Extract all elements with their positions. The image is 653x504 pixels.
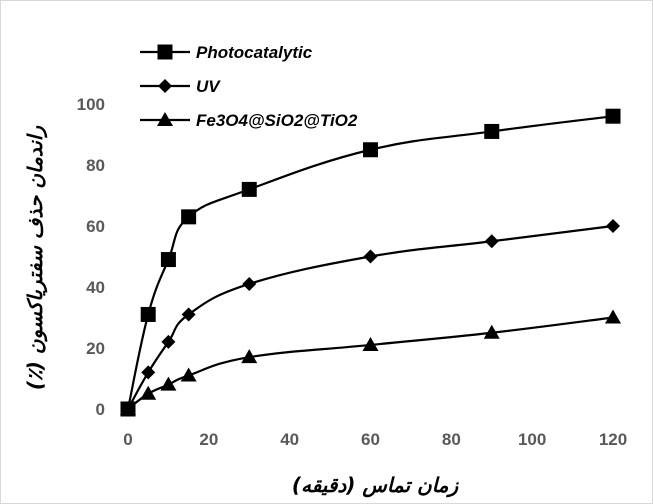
x-axis-title: زمان تماس (دقیقه)	[292, 473, 460, 498]
y-tick-label: 20	[86, 339, 105, 358]
series-line-3	[127, 316, 614, 410]
legend-label-3: Fe3O4@SiO2@TiO2	[196, 111, 358, 130]
x-tick-label: 120	[599, 430, 627, 449]
y-tick-label: 40	[86, 278, 105, 297]
y-axis-title: راندمان حذف سفتریاکسون (٪)	[23, 126, 48, 391]
data-point-series-3-6	[483, 324, 500, 339]
legend-label-1: Photocatalytic	[196, 43, 313, 62]
data-point-series-3-5	[362, 336, 379, 351]
data-point-series-2-7	[606, 219, 620, 233]
x-tick-label: 0	[123, 430, 132, 449]
data-point-series-3-7	[605, 309, 621, 324]
data-point-series-3-0	[120, 401, 136, 415]
data-point-series-1-1	[140, 306, 156, 322]
data-point-series-3-3	[180, 367, 197, 382]
data-point-series-3-1	[140, 385, 157, 400]
data-point-series-2-5	[363, 249, 378, 264]
data-point-series-2-3	[181, 307, 196, 322]
data-point-series-2-1	[141, 365, 156, 380]
x-tick-label: 60	[361, 430, 380, 449]
data-point-series-2-2	[161, 334, 176, 349]
x-tick-label: 20	[199, 430, 218, 449]
data-point-series-1-4	[241, 181, 257, 197]
y-tick-label: 0	[96, 400, 105, 419]
legend: Photocatalytic UV Fe3O4@SiO2@TiO2	[140, 43, 358, 130]
y-tick-label: 100	[77, 95, 105, 114]
data-point-series-1-6	[484, 123, 500, 139]
legend-marker-1	[157, 44, 173, 60]
legend-marker-2	[158, 79, 172, 93]
tick-layer: 0 20 40 60 80 100 120 0 20 40 60 80 100	[77, 95, 628, 449]
data-point-series-2-6	[484, 234, 499, 249]
legend-label-2: UV	[196, 77, 221, 96]
legend-marker-3	[157, 112, 173, 126]
y-tick-label: 60	[86, 217, 105, 236]
x-tick-label: 40	[280, 430, 299, 449]
x-tick-label: 100	[518, 430, 546, 449]
series-layer	[120, 108, 621, 417]
data-point-series-1-3	[181, 209, 197, 225]
data-point-series-1-7	[605, 108, 621, 124]
data-point-series-3-2	[160, 376, 177, 391]
data-point-series-2-4	[242, 276, 257, 291]
data-point-series-1-5	[363, 142, 378, 158]
data-point-series-1-2	[160, 252, 176, 268]
x-tick-label: 80	[442, 430, 461, 449]
y-tick-label: 80	[86, 156, 105, 175]
data-point-series-3-4	[241, 349, 258, 364]
